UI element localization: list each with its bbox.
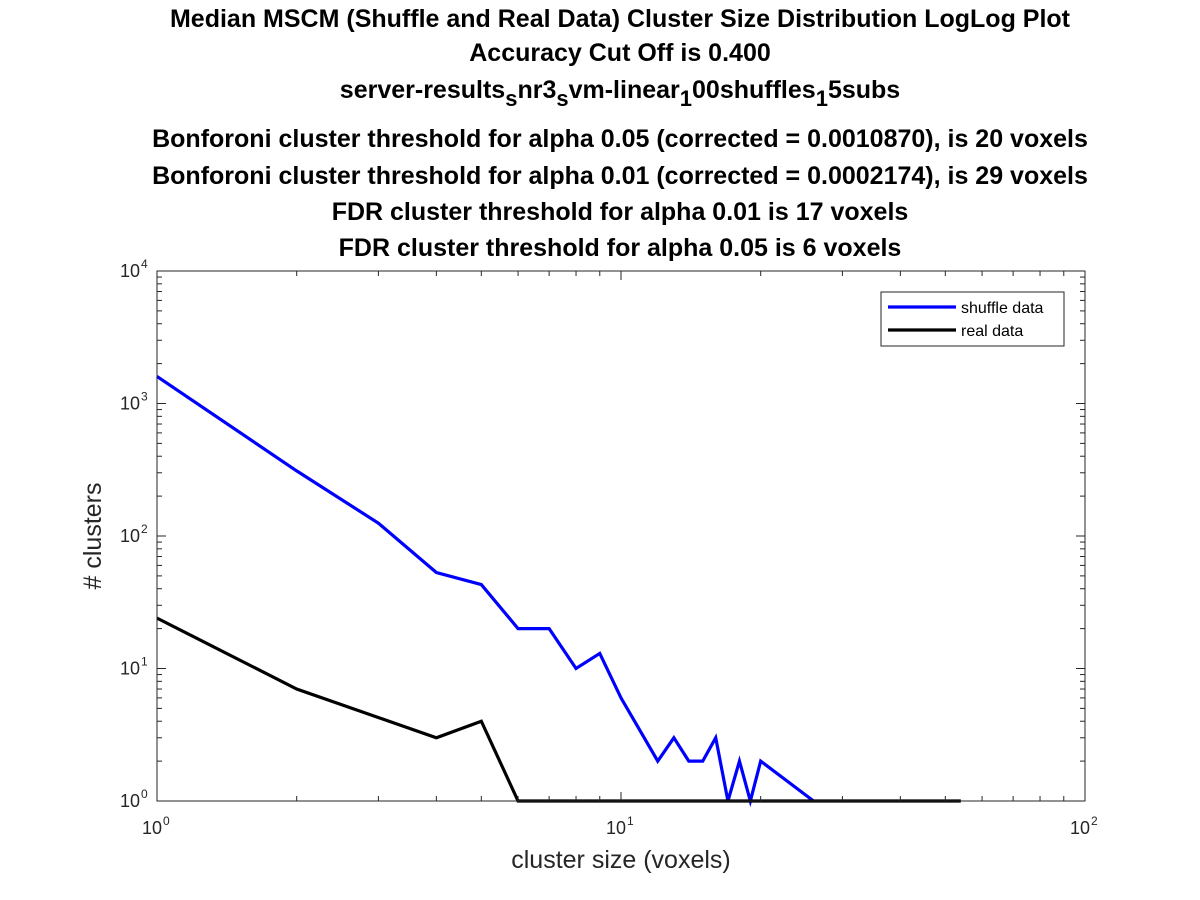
y-tick-label-base: 10	[120, 659, 140, 679]
title-segment: server-results	[340, 76, 505, 104]
title-segment: 00shuffles	[692, 76, 816, 104]
legend-label: shuffle data	[961, 300, 1044, 317]
title-line-4: Bonforoni cluster threshold for alpha 0.…	[152, 125, 1088, 153]
x-tick-label-base: 10	[606, 818, 626, 838]
legend-box	[880, 291, 1065, 347]
y-tick-label-base: 10	[120, 394, 140, 414]
y-tick-label-exp: 1	[141, 655, 148, 669]
series-line-shuffle-data	[156, 375, 815, 808]
x-tick-label-exp: 2	[1091, 814, 1098, 828]
y-tick-label-exp: 0	[141, 787, 148, 801]
x-tick-label: 10 0	[142, 814, 170, 838]
y-tick-label: 10 2	[120, 522, 148, 546]
title-segment: vm-linear	[569, 76, 680, 104]
x-axis-label: cluster size (voxels)	[511, 846, 731, 874]
title-subscript: 1	[680, 86, 692, 111]
legend: shuffle data real data	[880, 291, 1065, 347]
x-tick-label-base: 10	[1070, 818, 1090, 838]
title-subscript: 1	[816, 86, 828, 111]
title-line-6: FDR cluster threshold for alpha 0.01 is …	[332, 198, 909, 226]
legend-label: real data	[961, 323, 1023, 340]
y-tick-label-base: 10	[120, 526, 140, 546]
y-tick-label: 10 3	[120, 390, 148, 414]
y-tick-label: 10 4	[120, 257, 148, 281]
title-line-1: Median MSCM (Shuffle and Real Data) Clus…	[170, 5, 1071, 33]
chart-title: Median MSCM (Shuffle and Real Data) Clus…	[152, 5, 1088, 262]
plot-area	[157, 271, 1085, 801]
tick-labels: 10 0 10 1 10 210 010 110 210 310 4	[120, 257, 1098, 838]
plot-frame	[156, 270, 1086, 802]
title-segment: 5subs	[828, 76, 900, 104]
x-tick-label-exp: 0	[163, 814, 170, 828]
y-tick-label-base: 10	[120, 791, 140, 811]
x-tick-label-base: 10	[142, 818, 162, 838]
y-tick-label-base: 10	[120, 261, 140, 281]
x-tick-label-exp: 1	[627, 814, 634, 828]
x-tick-label: 10 1	[606, 814, 634, 838]
title-line-2: Accuracy Cut Off is 0.400	[469, 39, 771, 67]
title-subscript: s	[556, 86, 568, 111]
title-line-5: Bonforoni cluster threshold for alpha 0.…	[152, 162, 1088, 190]
y-tick-label: 10 1	[120, 655, 148, 679]
x-tick-label: 10 2	[1070, 814, 1098, 838]
y-tick-label-exp: 2	[141, 522, 148, 536]
y-tick-label-exp: 4	[141, 257, 148, 271]
title-line-3: server-resultssnr3svm-linear100shuffles1…	[340, 76, 900, 111]
title-line-7: FDR cluster threshold for alpha 0.05 is …	[339, 234, 902, 262]
y-tick-label-exp: 3	[141, 390, 148, 404]
y-axis-label: # clusters	[79, 483, 107, 590]
y-tick-label: 10 0	[120, 787, 148, 811]
title-subscript: s	[505, 86, 517, 111]
title-segment: nr3	[517, 76, 556, 104]
